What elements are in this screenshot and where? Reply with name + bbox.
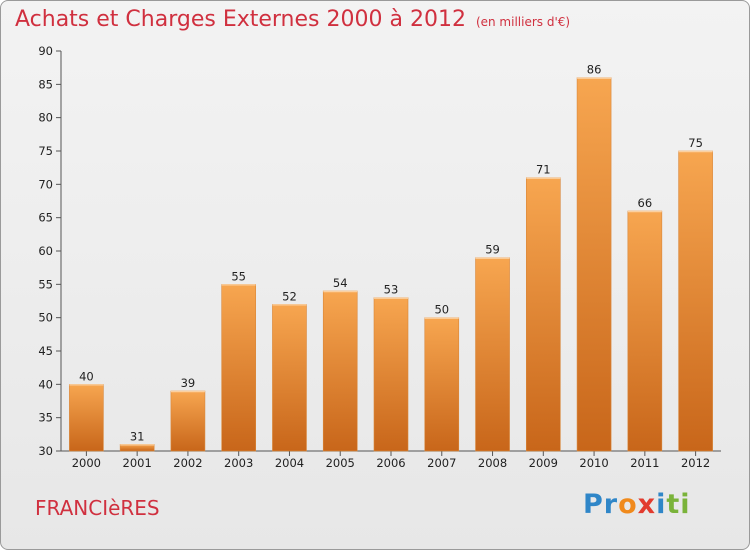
- x-tick-label: 2002: [173, 456, 202, 470]
- y-tick-label: 55: [38, 277, 53, 291]
- y-tick-label: 70: [38, 177, 53, 191]
- bar-value-label: 86: [587, 63, 602, 77]
- bar: [627, 210, 663, 452]
- bar-value-label: 52: [282, 289, 297, 303]
- bar-value-label: 55: [231, 269, 246, 283]
- chart-axes: 30 35 40 45 50 55 60 65 70 75 80 85 90 2000 2001 2002 20…: [38, 44, 721, 470]
- bar: [170, 390, 206, 452]
- x-tick-label: 2007: [427, 456, 456, 470]
- x-tick-label: 2005: [326, 456, 355, 470]
- y-tick-label: 65: [38, 211, 53, 225]
- bar: [526, 177, 561, 452]
- x-tick-label: 2011: [630, 456, 659, 470]
- bar-value-label: 75: [688, 136, 703, 150]
- x-tick-label: 2001: [123, 456, 152, 470]
- proxiti-logo[interactable]: Proxiti: [583, 489, 691, 520]
- y-tick-label: 90: [38, 44, 53, 58]
- bar: [678, 150, 713, 452]
- bar: [424, 317, 460, 452]
- x-tick-label: 2006: [376, 456, 405, 470]
- logo-part: Pr: [583, 489, 619, 520]
- logo-part: x: [637, 489, 657, 520]
- y-tick-label: 60: [38, 244, 53, 258]
- x-tick-label: 2008: [478, 456, 507, 470]
- y-tick-label: 80: [38, 111, 53, 125]
- y-tick-label: 75: [38, 144, 53, 158]
- chart-title-text: Achats et Charges Externes 2000 à 2012: [15, 7, 466, 32]
- logo-part: i: [656, 489, 667, 520]
- chart-title: Achats et Charges Externes 2000 à 2012 (e…: [15, 7, 570, 32]
- x-tick-label: 2004: [275, 456, 304, 470]
- bar: [272, 304, 307, 452]
- x-tick-label: 2003: [224, 456, 253, 470]
- bar: [475, 257, 510, 452]
- y-tick-label: 35: [38, 411, 53, 425]
- commune-name: FRANCIèRES: [35, 496, 160, 520]
- bar-value-label: 59: [485, 243, 500, 257]
- bar-value-label: 71: [536, 163, 551, 177]
- bar-value-label: 66: [638, 196, 653, 210]
- y-tick-label: 40: [38, 377, 53, 391]
- logo-part: t: [666, 489, 681, 520]
- y-tick-label: 30: [38, 444, 53, 458]
- bar: [373, 297, 409, 452]
- chart-bars: [69, 77, 713, 452]
- y-tick-label: 85: [38, 77, 53, 91]
- y-tick-label: 50: [38, 311, 53, 325]
- bar: [221, 284, 256, 452]
- bar: [576, 77, 612, 452]
- y-tick-label: 45: [38, 344, 53, 358]
- logo-part: o: [618, 489, 638, 520]
- bar-value-label: 31: [130, 429, 145, 443]
- bar-value-label: 39: [181, 376, 196, 390]
- bar-value-label: 40: [79, 369, 94, 383]
- x-tick-label: 2012: [681, 456, 710, 470]
- bar-value-label: 50: [434, 303, 449, 317]
- chart-data-labels: 40 31 39 55 52 54 53 50 59 71 86 66 75: [79, 63, 703, 444]
- bar: [322, 290, 358, 452]
- logo-part: i: [680, 489, 691, 520]
- x-tick-label: 2010: [579, 456, 608, 470]
- x-tick-label: 2000: [72, 456, 101, 470]
- chart-subtitle: (en milliers d'€): [475, 15, 571, 29]
- bar-value-label: 54: [333, 276, 348, 290]
- bar-value-label: 53: [384, 283, 399, 297]
- x-tick-label: 2009: [529, 456, 558, 470]
- bar: [69, 384, 104, 452]
